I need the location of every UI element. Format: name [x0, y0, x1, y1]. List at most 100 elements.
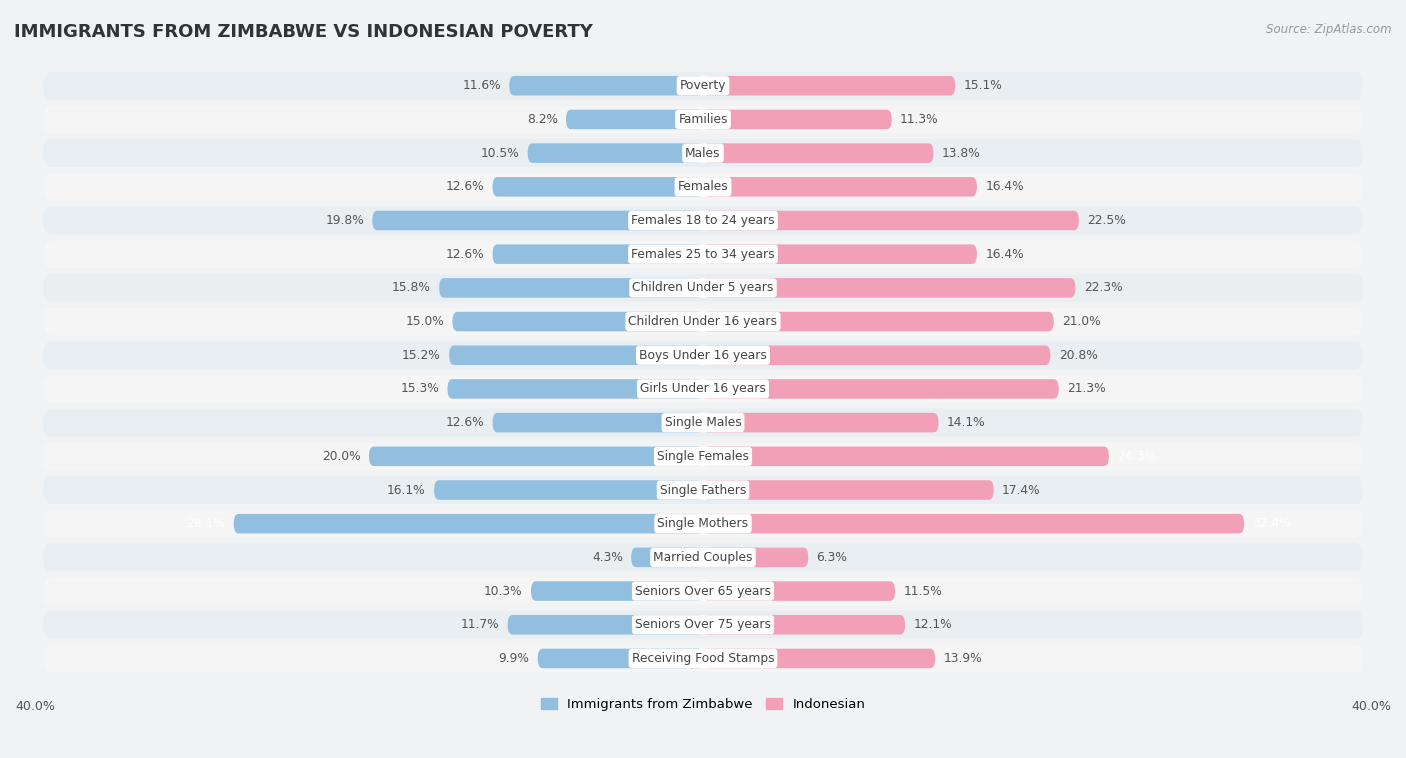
Text: 4.3%: 4.3%: [592, 551, 623, 564]
FancyBboxPatch shape: [703, 413, 938, 432]
FancyBboxPatch shape: [44, 375, 1362, 402]
Text: 12.6%: 12.6%: [446, 416, 484, 429]
FancyBboxPatch shape: [373, 211, 703, 230]
Text: 15.1%: 15.1%: [963, 80, 1002, 92]
Text: Single Mothers: Single Mothers: [658, 517, 748, 530]
FancyBboxPatch shape: [44, 105, 1362, 133]
FancyBboxPatch shape: [703, 76, 955, 96]
FancyBboxPatch shape: [703, 379, 1059, 399]
Text: Males: Males: [685, 146, 721, 160]
Text: 32.4%: 32.4%: [1253, 517, 1291, 530]
Text: 22.5%: 22.5%: [1087, 214, 1126, 227]
FancyBboxPatch shape: [631, 547, 703, 567]
Text: 9.9%: 9.9%: [499, 652, 529, 665]
FancyBboxPatch shape: [449, 346, 703, 365]
FancyBboxPatch shape: [44, 644, 1362, 672]
FancyBboxPatch shape: [44, 274, 1362, 302]
FancyBboxPatch shape: [492, 413, 703, 432]
FancyBboxPatch shape: [447, 379, 703, 399]
Text: 24.3%: 24.3%: [1118, 449, 1156, 463]
Text: 10.5%: 10.5%: [481, 146, 519, 160]
Text: Married Couples: Married Couples: [654, 551, 752, 564]
FancyBboxPatch shape: [44, 341, 1362, 369]
FancyBboxPatch shape: [537, 649, 703, 669]
FancyBboxPatch shape: [368, 446, 703, 466]
FancyBboxPatch shape: [44, 207, 1362, 234]
FancyBboxPatch shape: [527, 143, 703, 163]
FancyBboxPatch shape: [453, 312, 703, 331]
Text: Poverty: Poverty: [679, 80, 727, 92]
FancyBboxPatch shape: [434, 481, 703, 500]
FancyBboxPatch shape: [703, 547, 808, 567]
FancyBboxPatch shape: [509, 76, 703, 96]
Text: 16.4%: 16.4%: [986, 248, 1024, 261]
FancyBboxPatch shape: [703, 481, 994, 500]
FancyBboxPatch shape: [44, 543, 1362, 572]
FancyBboxPatch shape: [703, 649, 935, 669]
FancyBboxPatch shape: [44, 409, 1362, 437]
FancyBboxPatch shape: [492, 244, 703, 264]
Text: 11.3%: 11.3%: [900, 113, 939, 126]
Text: Females 25 to 34 years: Females 25 to 34 years: [631, 248, 775, 261]
Text: Seniors Over 75 years: Seniors Over 75 years: [636, 619, 770, 631]
FancyBboxPatch shape: [703, 581, 896, 601]
Text: Children Under 5 years: Children Under 5 years: [633, 281, 773, 294]
FancyBboxPatch shape: [492, 177, 703, 196]
Text: 6.3%: 6.3%: [817, 551, 848, 564]
Text: Females: Females: [678, 180, 728, 193]
Text: 28.1%: 28.1%: [187, 517, 225, 530]
FancyBboxPatch shape: [703, 244, 977, 264]
Text: 15.8%: 15.8%: [392, 281, 430, 294]
Text: Families: Families: [678, 113, 728, 126]
FancyBboxPatch shape: [703, 110, 891, 129]
Text: Children Under 16 years: Children Under 16 years: [628, 315, 778, 328]
Text: 21.3%: 21.3%: [1067, 383, 1105, 396]
Text: 20.0%: 20.0%: [322, 449, 360, 463]
FancyBboxPatch shape: [44, 443, 1362, 470]
FancyBboxPatch shape: [703, 177, 977, 196]
Text: Females 18 to 24 years: Females 18 to 24 years: [631, 214, 775, 227]
Text: Single Males: Single Males: [665, 416, 741, 429]
FancyBboxPatch shape: [703, 346, 1050, 365]
Text: Boys Under 16 years: Boys Under 16 years: [640, 349, 766, 362]
Text: IMMIGRANTS FROM ZIMBABWE VS INDONESIAN POVERTY: IMMIGRANTS FROM ZIMBABWE VS INDONESIAN P…: [14, 23, 593, 41]
Text: 15.2%: 15.2%: [402, 349, 441, 362]
FancyBboxPatch shape: [531, 581, 703, 601]
FancyBboxPatch shape: [233, 514, 703, 534]
FancyBboxPatch shape: [567, 110, 703, 129]
FancyBboxPatch shape: [703, 211, 1078, 230]
Text: 13.8%: 13.8%: [942, 146, 980, 160]
Text: 20.8%: 20.8%: [1059, 349, 1098, 362]
Text: Single Females: Single Females: [657, 449, 749, 463]
Text: 12.1%: 12.1%: [914, 619, 952, 631]
Text: 13.9%: 13.9%: [943, 652, 983, 665]
FancyBboxPatch shape: [703, 615, 905, 634]
Text: Seniors Over 65 years: Seniors Over 65 years: [636, 584, 770, 597]
FancyBboxPatch shape: [44, 72, 1362, 99]
Text: Source: ZipAtlas.com: Source: ZipAtlas.com: [1267, 23, 1392, 36]
Text: 19.8%: 19.8%: [325, 214, 364, 227]
FancyBboxPatch shape: [439, 278, 703, 298]
Text: 16.4%: 16.4%: [986, 180, 1024, 193]
FancyBboxPatch shape: [703, 514, 1244, 534]
Text: 15.3%: 15.3%: [401, 383, 439, 396]
Text: Girls Under 16 years: Girls Under 16 years: [640, 383, 766, 396]
FancyBboxPatch shape: [703, 446, 1109, 466]
Text: 11.7%: 11.7%: [461, 619, 499, 631]
FancyBboxPatch shape: [44, 308, 1362, 335]
Text: 21.0%: 21.0%: [1062, 315, 1101, 328]
FancyBboxPatch shape: [703, 143, 934, 163]
Text: 8.2%: 8.2%: [527, 113, 558, 126]
FancyBboxPatch shape: [44, 578, 1362, 605]
Legend: Immigrants from Zimbabwe, Indonesian: Immigrants from Zimbabwe, Indonesian: [541, 698, 865, 712]
Text: 22.3%: 22.3%: [1084, 281, 1122, 294]
FancyBboxPatch shape: [44, 173, 1362, 201]
FancyBboxPatch shape: [703, 278, 1076, 298]
Text: 15.0%: 15.0%: [405, 315, 444, 328]
Text: 14.1%: 14.1%: [946, 416, 986, 429]
FancyBboxPatch shape: [44, 611, 1362, 638]
Text: 10.3%: 10.3%: [484, 584, 523, 597]
FancyBboxPatch shape: [44, 476, 1362, 504]
FancyBboxPatch shape: [44, 510, 1362, 537]
Text: 12.6%: 12.6%: [446, 180, 484, 193]
